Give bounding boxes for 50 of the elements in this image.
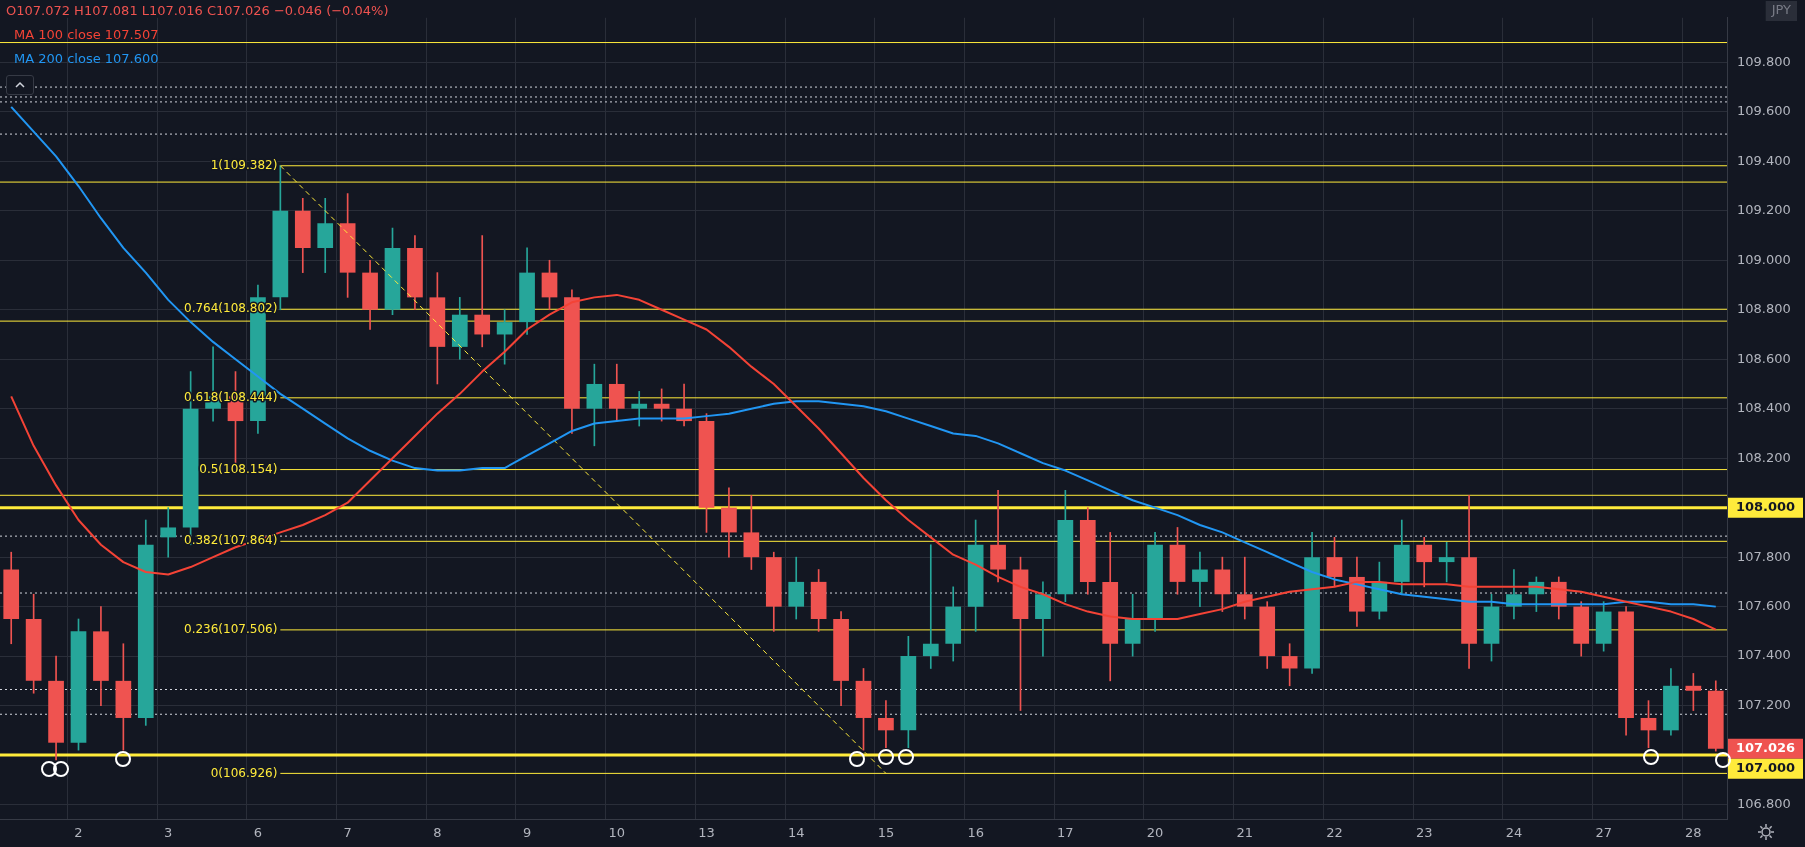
y-tick-label: 109.800 bbox=[1737, 53, 1791, 69]
x-tick-label: 7 bbox=[343, 824, 352, 840]
y-tick-label: 109.600 bbox=[1737, 103, 1791, 119]
candlestick bbox=[160, 507, 177, 558]
text: MA 100 close 107.507 bbox=[14, 27, 159, 43]
candlestick bbox=[631, 391, 648, 427]
x-tick-label: 20 bbox=[1146, 824, 1164, 840]
x-tick-label: 23 bbox=[1415, 824, 1433, 840]
x-tick-label: 13 bbox=[698, 824, 715, 840]
candlestick bbox=[922, 544, 939, 669]
x-tick-label: 27 bbox=[1595, 824, 1612, 840]
x-tick-label: 22 bbox=[1326, 824, 1343, 840]
x-tick-label: 21 bbox=[1236, 824, 1254, 840]
x-tick-label: 14 bbox=[787, 824, 805, 840]
ref-line-label: 107.000 bbox=[1735, 760, 1796, 776]
candlestick bbox=[878, 700, 894, 748]
y-tick-label: 108.800 bbox=[1737, 301, 1791, 317]
y-tick-label: 108.200 bbox=[1737, 449, 1791, 465]
y-tick-label: 107.200 bbox=[1737, 696, 1791, 712]
y-tick-label: 107.600 bbox=[1737, 598, 1791, 613]
y-tick-label: 109.200 bbox=[1737, 202, 1791, 218]
ref-line-label: 0(106.926) bbox=[210, 765, 278, 780]
ref-line-label: 1(109.382) bbox=[210, 157, 278, 172]
candlestick bbox=[1192, 551, 1208, 607]
x-tick-label: 2 bbox=[74, 824, 83, 840]
x-tick-label: 28 bbox=[1685, 824, 1702, 840]
ref-line-label: 0.5(108.154) bbox=[199, 461, 278, 476]
y-tick-label: 107.400 bbox=[1737, 647, 1791, 663]
candlestick bbox=[474, 235, 491, 348]
y-tick-label: 109.400 bbox=[1737, 152, 1791, 168]
x-tick-label: 3 bbox=[164, 824, 173, 840]
x-tick-label: 15 bbox=[877, 824, 895, 840]
x-tick-label: 9 bbox=[522, 824, 532, 840]
y-tick-label: 108.600 bbox=[1737, 350, 1791, 366]
x-tick-label: 6 bbox=[253, 824, 263, 840]
ref-line-label: 108.000 bbox=[1735, 499, 1796, 515]
text: 107.026 bbox=[1735, 740, 1796, 756]
y-tick-label: 107.800 bbox=[1737, 548, 1791, 564]
text: MA 200 close 107.600 bbox=[14, 51, 159, 67]
x-tick-label: 17 bbox=[1057, 824, 1074, 840]
ref-line-label: 0.236(107.506) bbox=[184, 622, 278, 637]
x-tick-label: 10 bbox=[608, 824, 626, 840]
text: JPY bbox=[1770, 2, 1792, 18]
x-tick-label: 24 bbox=[1505, 824, 1523, 840]
y-tick-label: 106.800 bbox=[1737, 795, 1791, 811]
x-tick-label: 16 bbox=[967, 824, 984, 840]
chart-title: O107.072 H107.081 L107.016 C107.026 −0.046 (−0.04%) bbox=[6, 3, 389, 19]
y-tick-label: 108.400 bbox=[1737, 400, 1791, 416]
y-tick-label: 109.000 bbox=[1737, 251, 1791, 267]
x-tick-label: 8 bbox=[433, 824, 442, 840]
